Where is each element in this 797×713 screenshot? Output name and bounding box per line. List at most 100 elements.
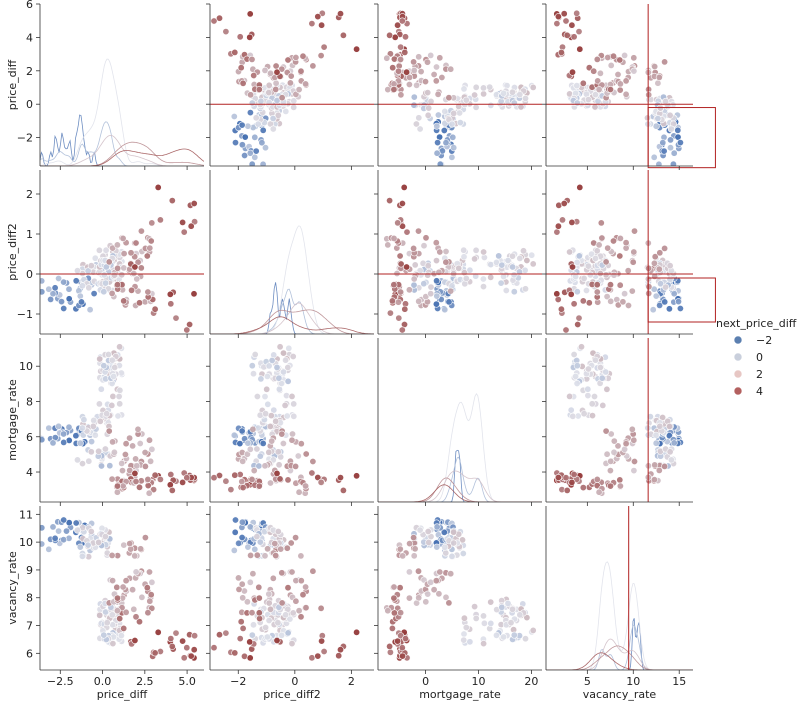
data-point (336, 474, 344, 482)
data-point (151, 305, 159, 313)
data-point (251, 350, 259, 358)
data-point (49, 439, 57, 447)
data-point (80, 416, 88, 424)
data-point (248, 475, 256, 483)
data-point (251, 133, 259, 141)
data-point (143, 584, 151, 592)
data-point (607, 457, 615, 465)
data-point (238, 121, 246, 129)
data-point (113, 488, 121, 496)
data-point (460, 614, 468, 622)
data-point (239, 484, 247, 492)
data-point (424, 590, 432, 598)
data-point (286, 615, 294, 623)
data-point (442, 139, 450, 147)
data-point (268, 356, 276, 364)
data-point (95, 400, 103, 408)
data-point (479, 84, 487, 92)
y-tick-label: 4 (26, 466, 33, 479)
data-point (430, 586, 438, 594)
data-point (141, 534, 149, 542)
data-point (261, 552, 269, 560)
data-point (103, 410, 111, 418)
data-point (652, 122, 660, 130)
data-point (652, 431, 660, 439)
data-point (147, 591, 155, 599)
data-point (210, 17, 218, 25)
data-point (665, 305, 673, 313)
data-point (87, 527, 95, 535)
data-point (557, 305, 565, 313)
data-point (569, 412, 577, 420)
data-point (554, 473, 562, 481)
data-point (248, 631, 256, 639)
data-point (597, 219, 605, 227)
data-point (442, 549, 450, 557)
data-point (497, 279, 505, 287)
data-point (602, 368, 610, 376)
data-point (292, 534, 300, 542)
data-point (654, 115, 662, 123)
data-point (276, 343, 284, 351)
data-point (521, 94, 529, 102)
data-point (515, 268, 523, 276)
data-point (575, 252, 583, 260)
data-point (423, 58, 431, 66)
data-point (655, 160, 663, 166)
y-tick-label: 2 (26, 65, 33, 78)
data-point (100, 288, 108, 296)
data-point (441, 107, 449, 115)
data-point (179, 478, 187, 486)
kde-curve (546, 645, 693, 670)
data-point (274, 619, 282, 627)
data-point (257, 375, 265, 383)
data-point (239, 624, 247, 632)
data-point (277, 545, 285, 553)
data-point (462, 96, 470, 104)
data-point (394, 21, 402, 29)
data-point (95, 447, 103, 455)
data-point (117, 632, 125, 640)
data-point (297, 67, 305, 75)
data-point (231, 528, 239, 536)
data-point (167, 470, 175, 478)
data-point (504, 599, 512, 607)
data-point (584, 262, 592, 270)
y-tick-label: −1 (17, 308, 33, 321)
data-point (401, 48, 409, 56)
data-point (255, 482, 263, 490)
data-point (610, 437, 618, 445)
data-point (191, 632, 199, 640)
data-point (405, 594, 413, 602)
data-point (584, 392, 592, 400)
data-point (74, 526, 82, 534)
data-point (141, 448, 149, 456)
legend-label: 0 (756, 351, 763, 364)
data-point (108, 401, 116, 409)
data-point (292, 53, 300, 61)
panel-price_diff2-vs-price_diff2 (209, 170, 374, 338)
data-point (606, 467, 614, 475)
panel-body (383, 183, 537, 334)
data-point (646, 413, 654, 421)
data-point (168, 197, 176, 205)
data-point (222, 629, 230, 637)
data-point (122, 608, 130, 616)
data-point (134, 425, 142, 433)
data-point (624, 301, 632, 309)
data-point (103, 619, 111, 627)
data-point (651, 63, 659, 71)
data-point (273, 363, 281, 371)
data-point (575, 314, 583, 322)
data-point (168, 642, 176, 650)
data-point (251, 545, 259, 553)
data-point (154, 628, 162, 636)
data-point (562, 474, 570, 482)
data-point (248, 99, 256, 107)
data-point (629, 258, 637, 266)
data-point (563, 486, 571, 494)
data-point (570, 470, 578, 478)
data-point (584, 96, 592, 104)
